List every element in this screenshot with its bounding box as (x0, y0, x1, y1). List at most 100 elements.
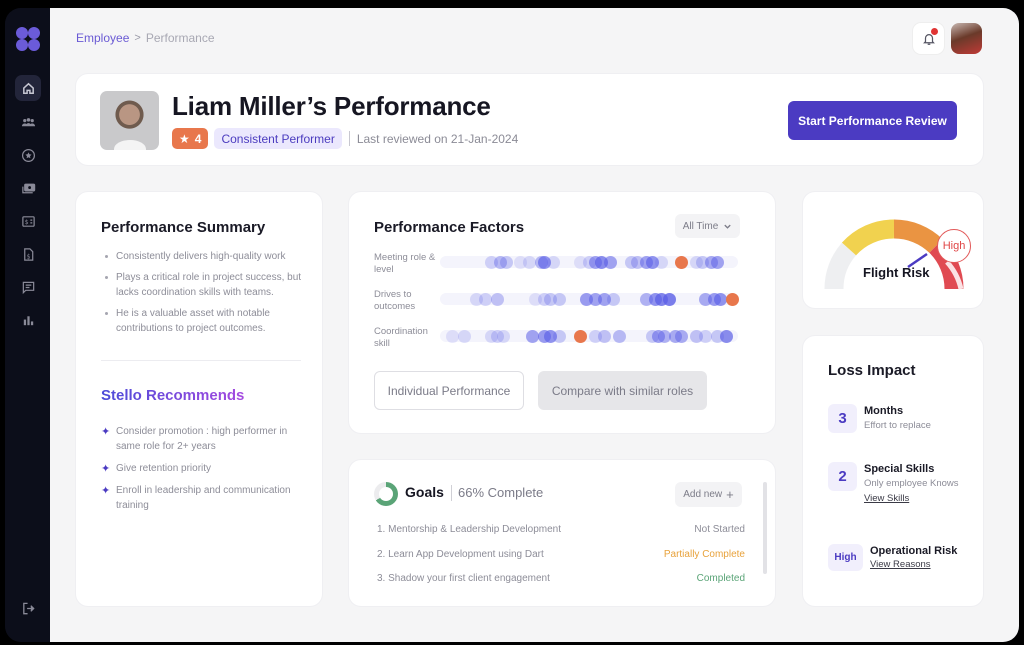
factor-row-drives-outcomes: Drives to outcomes (374, 289, 754, 317)
factor-label: Meeting role & level (374, 252, 436, 275)
sidebar-item-team[interactable] (15, 109, 41, 135)
recommendation-item: ✦ Enroll in leadership and communication … (101, 485, 291, 511)
loss-subtext: Only employee Knows (864, 478, 959, 489)
loss-item-operational-risk: High Operational Risk View Reasons (828, 544, 957, 572)
factor-dot (597, 329, 611, 343)
notification-dot (931, 28, 938, 35)
start-performance-review-button[interactable]: Start Performance Review (788, 101, 957, 140)
home-icon (22, 82, 34, 94)
user-avatar[interactable] (951, 23, 982, 54)
sidebar-item-expenses[interactable]: $ (15, 208, 41, 234)
goals-scrollbar[interactable] (763, 482, 767, 574)
view-reasons-link[interactable]: View Reasons (870, 559, 931, 570)
divider (451, 485, 452, 501)
factor-dot (553, 329, 567, 343)
summary-item: Plays a critical role in project success… (104, 270, 309, 300)
factor-dot (484, 255, 498, 269)
flight-risk-label: Flight Risk (863, 265, 930, 280)
factors-title: Performance Factors (374, 219, 525, 236)
sidebar-item-documents[interactable]: $ (15, 241, 41, 267)
goal-item[interactable]: 1. Mentorship & Leadership Development N… (377, 524, 745, 535)
view-skills-link[interactable]: View Skills (864, 493, 910, 504)
loss-heading: Special Skills (864, 463, 935, 475)
factor-dot (499, 255, 513, 269)
sidebar-item-home[interactable] (15, 75, 41, 101)
factor-dot (714, 292, 728, 306)
factor-dot (597, 292, 611, 306)
factor-dot (675, 329, 689, 343)
goals-progress-ring (374, 482, 398, 506)
factor-dot (657, 329, 671, 343)
loss-heading: Months (864, 405, 904, 417)
goal-item[interactable]: 3. Shadow your first client engagement C… (377, 573, 745, 584)
svg-text:$: $ (24, 218, 28, 225)
goal-status: Completed (696, 573, 745, 584)
sidebar-item-performance[interactable] (15, 142, 41, 168)
factor-dot (603, 255, 617, 269)
divider (101, 360, 301, 361)
individual-performance-button[interactable]: Individual Performance (374, 371, 524, 410)
goals-title: Goals (405, 484, 444, 500)
factor-highlight-dot[interactable] (726, 292, 740, 306)
performer-tag: Consistent Performer (214, 128, 342, 149)
summary-list: Consistently delivers high-quality work … (104, 249, 309, 342)
factor-highlight-dot[interactable] (574, 329, 588, 343)
factor-highlight-dot[interactable] (675, 255, 689, 269)
factor-dot (445, 329, 459, 343)
chevron-right-icon: > (134, 32, 141, 44)
loss-impact-title: Loss Impact (828, 362, 916, 379)
app-window: $ $ Employee > Performance Liam Mill (5, 8, 1019, 642)
goals-completion: 66% Complete (458, 485, 544, 500)
employee-header-card: Liam Miller’s Performance ★ 4 Consistent… (76, 74, 983, 165)
time-filter-value: All Time (682, 220, 719, 232)
loss-item-months: 3 Months Effort to replace (828, 404, 931, 434)
add-goal-button[interactable]: Add new + (675, 482, 742, 507)
factor-track (440, 255, 738, 269)
logout-button[interactable] (15, 595, 41, 621)
bar-chart-icon (23, 315, 33, 325)
factor-track (440, 329, 738, 343)
breadcrumb-employee-link[interactable]: Employee (76, 31, 130, 45)
sparkle-icon: ✦ (101, 463, 111, 475)
factor-dot (690, 255, 704, 269)
rating-badge: ★ 4 (172, 128, 209, 149)
factor-track (440, 292, 740, 306)
factor-dot (490, 292, 504, 306)
factor-dot (490, 329, 504, 343)
loss-value: High (828, 544, 863, 571)
notifications-button[interactable] (913, 23, 944, 54)
factor-dot (496, 329, 510, 343)
sidebar-item-payroll[interactable] (15, 175, 41, 201)
cash-icon (21, 183, 35, 193)
factor-dot (538, 292, 552, 306)
summary-item: Consistently delivers high-quality work (104, 249, 309, 264)
performance-summary-card: Performance Summary Consistently deliver… (76, 192, 322, 606)
factor-row-meeting-role: Meeting role & level (374, 252, 754, 280)
goal-status: Not Started (694, 524, 745, 535)
recommendations-title: Stello Recommends (101, 387, 245, 404)
sparkle-icon: ✦ (101, 426, 111, 438)
compare-similar-roles-button[interactable]: Compare with similar roles (538, 371, 707, 410)
star-icon: ★ (179, 131, 190, 146)
sidebar-item-messages[interactable] (15, 274, 41, 300)
sidebar-item-reports[interactable] (15, 307, 41, 333)
factor-dot (699, 329, 713, 343)
performance-factors-card: Performance Factors All Time Meeting rol… (349, 192, 775, 433)
loss-impact-card: Loss Impact 3 Months Effort to replace 2… (803, 336, 983, 606)
factor-dot (612, 329, 626, 343)
factor-dot (711, 255, 725, 269)
app-logo-icon[interactable] (16, 27, 40, 51)
factor-dot (606, 292, 620, 306)
loss-item-special-skills: 2 Special Skills Only employee Knows Vie… (828, 462, 959, 506)
goal-item[interactable]: 2. Learn App Development using Dart Part… (377, 549, 745, 560)
bell-icon (922, 33, 935, 45)
star-icon (21, 148, 35, 162)
loss-value: 3 (828, 404, 857, 433)
rating-value: 4 (194, 131, 202, 146)
employee-meta: ★ 4 Consistent Performer Last reviewed o… (172, 128, 518, 149)
factor-label: Coordination skill (374, 326, 428, 349)
time-filter-dropdown[interactable]: All Time (675, 214, 740, 238)
flight-risk-card: Flight Risk High (803, 192, 983, 308)
recommendation-item: ✦ Give retention priority (101, 463, 212, 475)
factor-dot (654, 255, 668, 269)
